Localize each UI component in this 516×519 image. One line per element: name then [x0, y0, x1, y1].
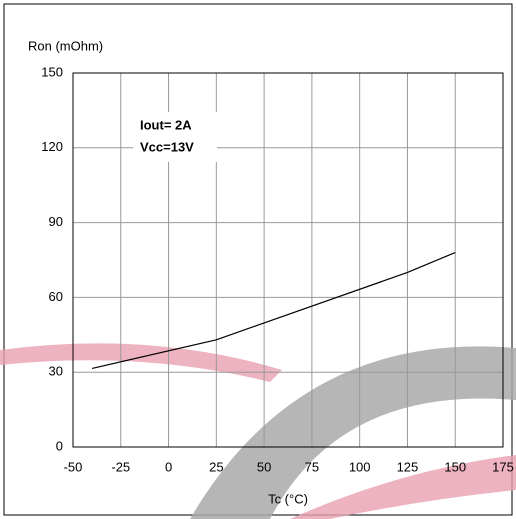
y-tick-label: 60	[49, 289, 63, 304]
watermark	[190, 346, 516, 519]
x-tick-label: 25	[209, 459, 223, 474]
y-tick-label: 120	[41, 139, 63, 154]
x-tick-label: 150	[444, 459, 466, 474]
x-tick-label: 125	[397, 459, 419, 474]
y-tick-label: 0	[56, 438, 63, 453]
x-tick-label: -25	[111, 459, 130, 474]
x-tick-label: 75	[305, 459, 319, 474]
y-tick-label: 30	[49, 364, 63, 379]
x-tick-label: 0	[165, 459, 172, 474]
annotation: Vcc=13V	[140, 139, 194, 154]
annotation: Iout= 2A	[140, 117, 192, 132]
annotation-box	[133, 112, 217, 162]
x-tick-label: -50	[64, 459, 83, 474]
x-tick-label: 50	[257, 459, 271, 474]
frame	[3, 3, 513, 516]
watermark	[0, 343, 282, 382]
plot-border	[72, 72, 504, 448]
x-axis-title: Tc (°C)	[268, 491, 308, 506]
y-axis-title: Ron (mOhm)	[28, 38, 103, 53]
y-tick-label: 90	[49, 214, 63, 229]
y-tick-label: 150	[41, 64, 63, 79]
x-tick-label: 175	[492, 459, 514, 474]
watermark	[290, 455, 516, 519]
data-line	[91, 251, 456, 370]
x-tick-label: 100	[349, 459, 371, 474]
